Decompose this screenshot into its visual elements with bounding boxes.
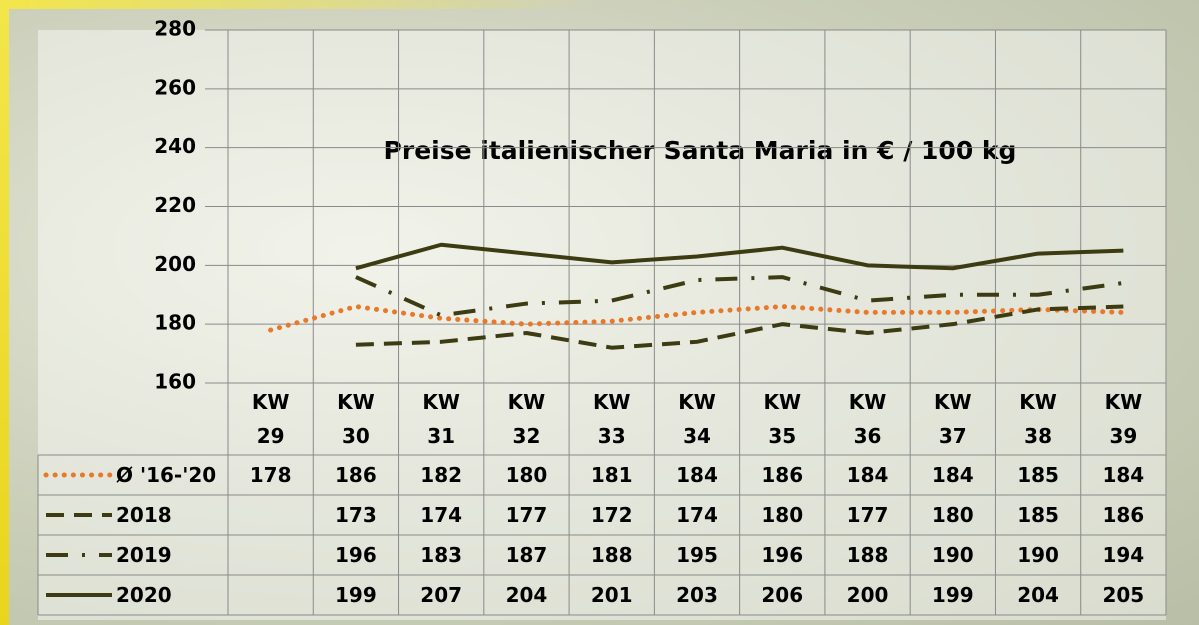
table-value: 186	[1102, 503, 1145, 527]
x-tick-label: KW 33	[592, 390, 631, 448]
table-value: 184	[676, 463, 718, 487]
chart-panel	[38, 30, 1166, 620]
table-value: 183	[420, 543, 463, 567]
table-value: 180	[931, 503, 974, 527]
series-line	[355, 304, 1124, 350]
y-tick-label: 260	[154, 75, 196, 99]
table-value: 184	[1102, 463, 1145, 487]
table-value: 196	[761, 543, 804, 567]
table-value: 188	[846, 543, 889, 567]
y-tick-label: 200	[154, 252, 196, 276]
x-tick-label: KW 38	[1019, 390, 1057, 448]
legend-label: 2020	[116, 583, 172, 607]
legend-label: 2019	[116, 543, 172, 567]
table-value: 199	[335, 583, 377, 607]
y-tick-label: 180	[154, 311, 196, 335]
table-value: 195	[676, 543, 718, 567]
table-value: 206	[761, 583, 804, 607]
table-value: 199	[931, 583, 974, 607]
table-value: 186	[335, 463, 377, 487]
table-value: 174	[420, 503, 463, 527]
table-value: 184	[846, 463, 889, 487]
x-tick-label: KW 37	[934, 390, 972, 448]
table-value: 205	[1102, 583, 1145, 607]
x-tick-label: KW 35	[763, 390, 802, 448]
top-stripe	[0, 0, 600, 9]
series-line	[268, 304, 1126, 333]
table-value: 181	[590, 463, 633, 487]
table-value: 174	[676, 503, 718, 527]
table-value: 188	[590, 543, 633, 567]
table-value: 200	[846, 583, 889, 607]
x-tick-label: KW 34	[678, 390, 716, 448]
series-line	[355, 275, 1124, 318]
table-value: 177	[846, 503, 889, 527]
table-value: 190	[1017, 543, 1059, 567]
legend-label: Ø '16-'20	[116, 463, 217, 487]
y-tick-label: 220	[154, 193, 196, 217]
x-tick-label: KW 32	[507, 390, 546, 448]
y-tick-label: 280	[154, 17, 196, 41]
series-line	[355, 242, 1124, 271]
table-value: 185	[1017, 463, 1059, 487]
table-value: 180	[761, 503, 804, 527]
table-value: 185	[1017, 503, 1059, 527]
x-tick-label: KW 29	[251, 390, 290, 448]
table-value: 203	[676, 583, 718, 607]
table-value: 196	[335, 543, 377, 567]
table-value: 187	[505, 543, 548, 567]
table-value: 182	[420, 463, 463, 487]
table-value: 186	[761, 463, 804, 487]
table-value: 201	[590, 583, 633, 607]
table-value: 172	[590, 503, 633, 527]
y-tick-label: 240	[154, 134, 196, 158]
side-stripe	[0, 0, 9, 625]
table-value: 190	[931, 543, 974, 567]
table-value: 194	[1102, 543, 1145, 567]
x-tick-label: KW 36	[848, 390, 887, 448]
x-tick-label: KW 30	[337, 390, 375, 448]
legend-label: 2018	[116, 503, 172, 527]
table-value: 207	[420, 583, 463, 607]
chart-title: Preise italienischer Santa Maria in € / …	[384, 136, 1017, 165]
table-value: 204	[1017, 583, 1059, 607]
table-value: 177	[505, 503, 548, 527]
x-tick-label: KW 39	[1104, 390, 1143, 448]
x-tick-label: KW 31	[422, 390, 460, 448]
table-value: 173	[335, 503, 377, 527]
table-value: 204	[505, 583, 548, 607]
table-value: 178	[249, 463, 292, 487]
table-value: 184	[931, 463, 974, 487]
y-tick-label: 160	[154, 370, 196, 394]
table-value: 180	[505, 463, 548, 487]
